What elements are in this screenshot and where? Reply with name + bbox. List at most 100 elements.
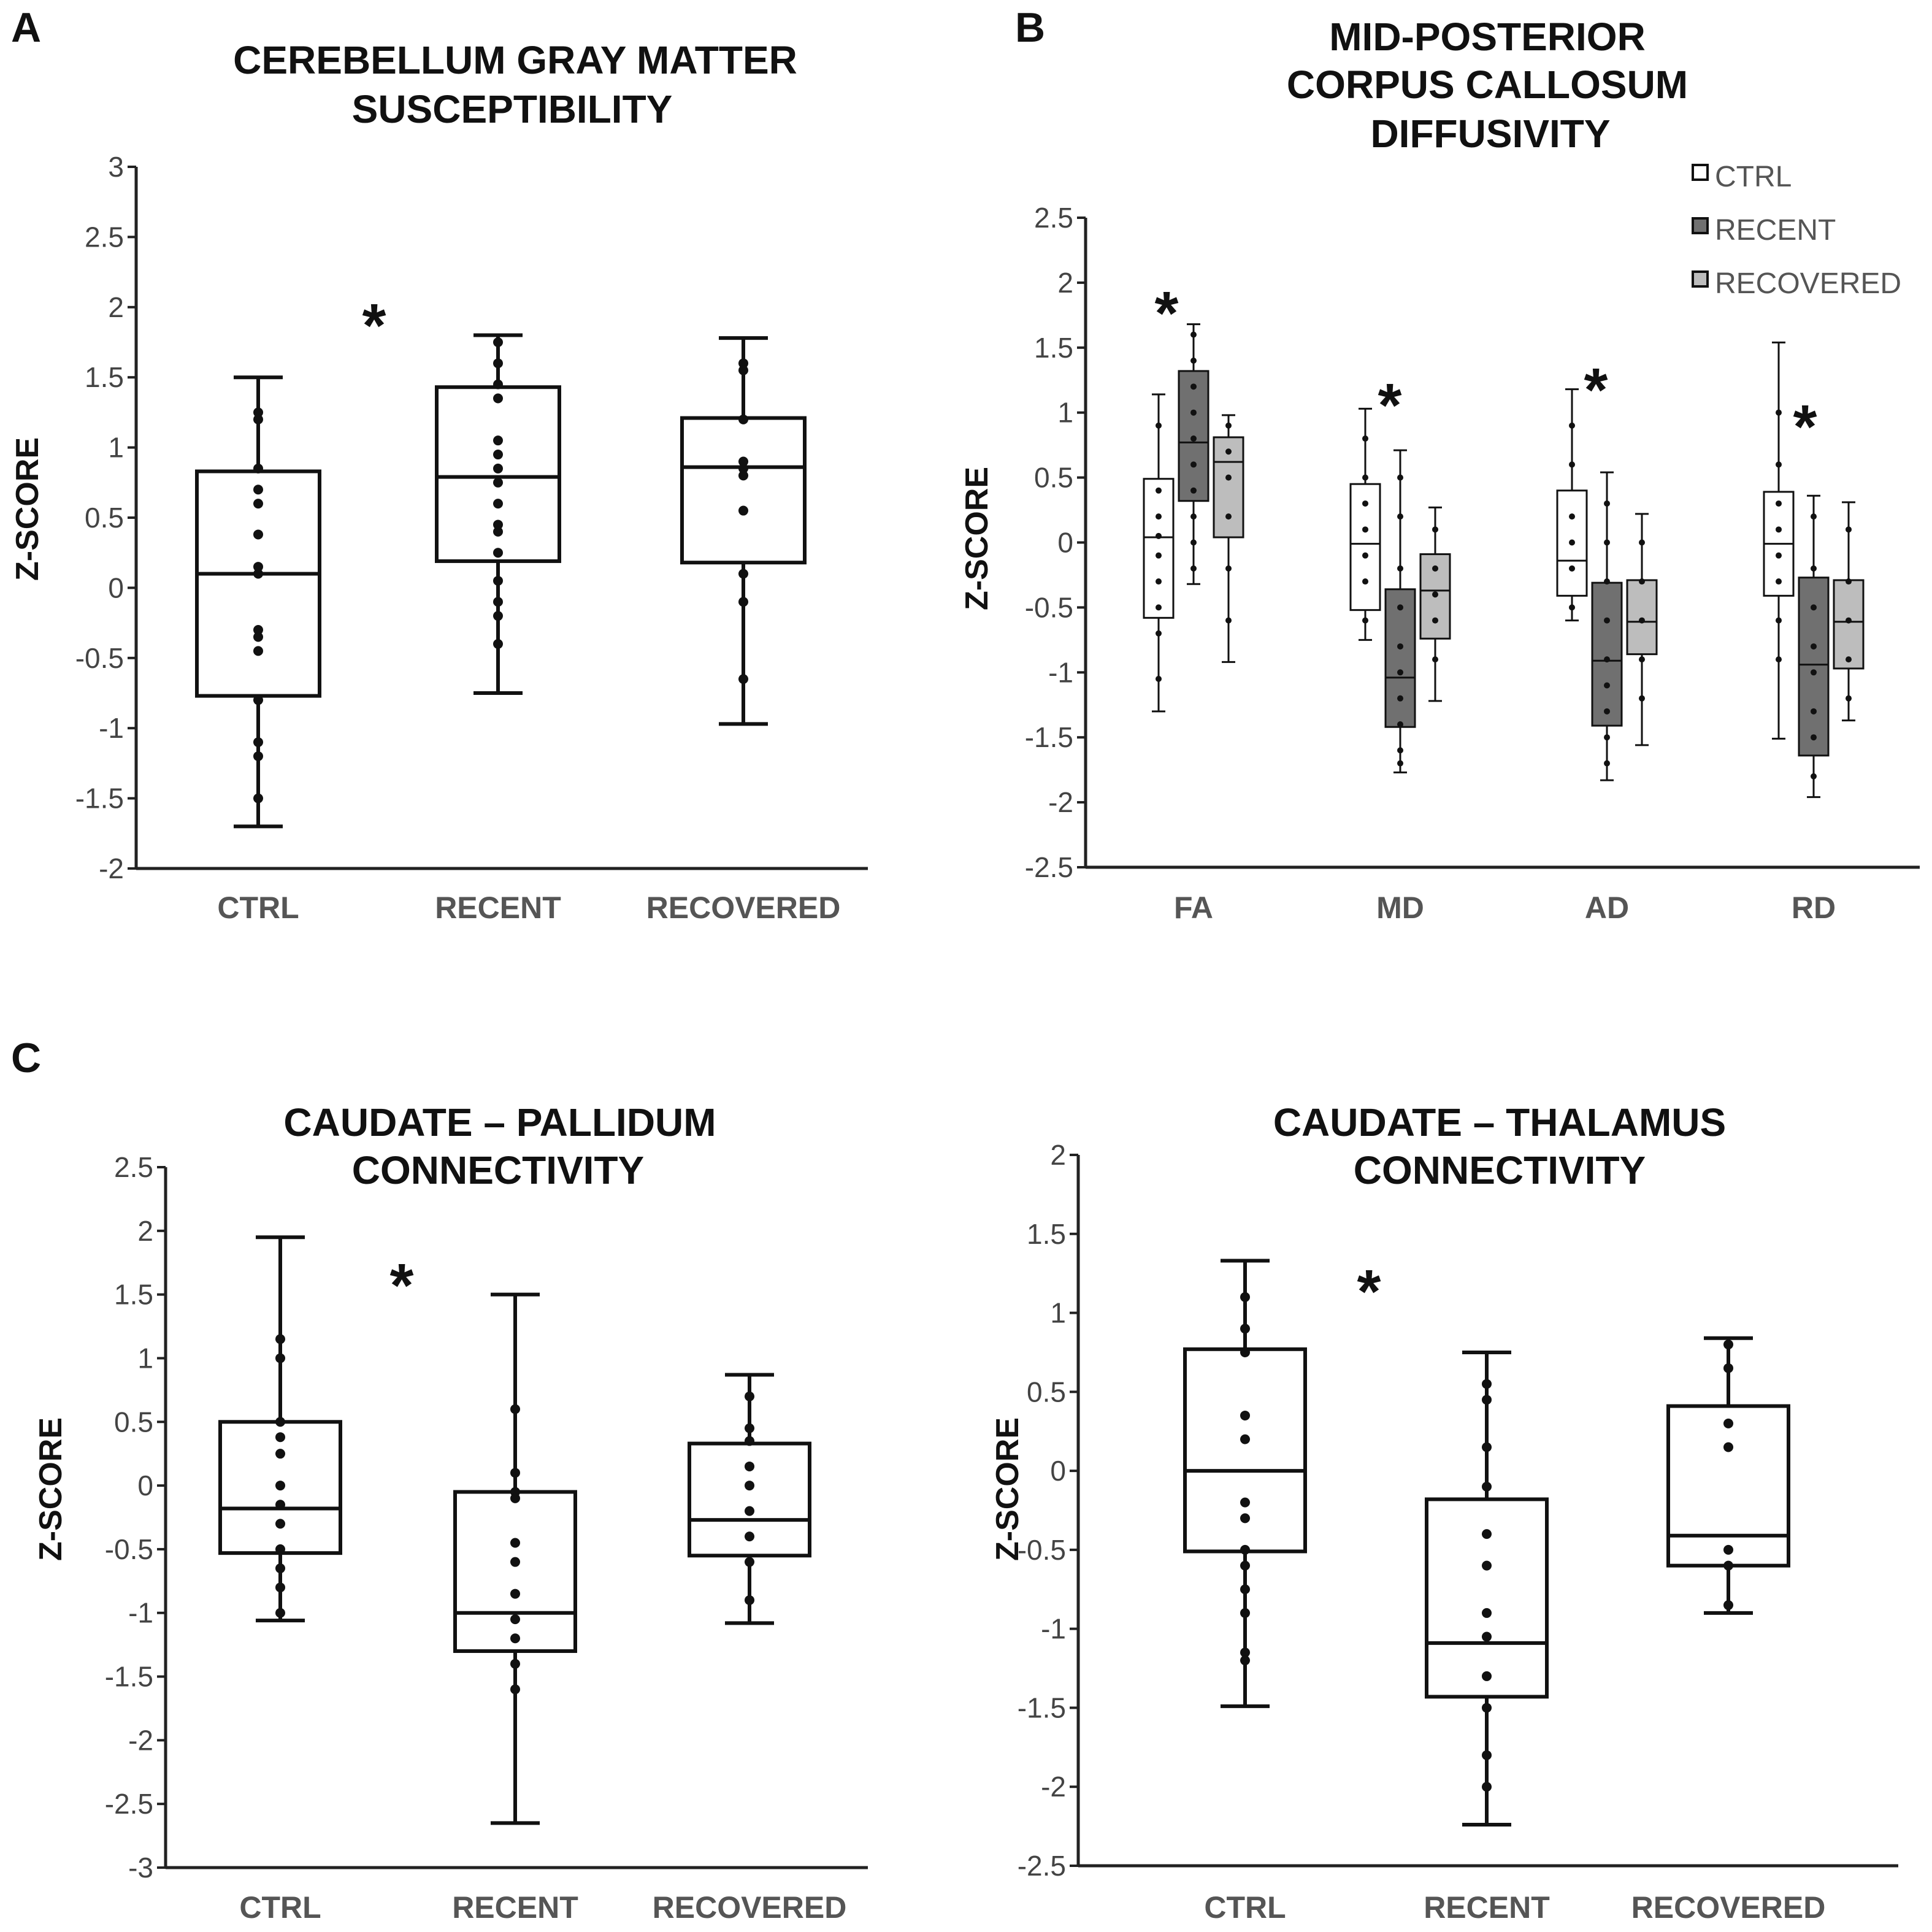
data-point: [1362, 552, 1368, 559]
data-point: [510, 1538, 520, 1548]
data-point: [1240, 1410, 1250, 1420]
y-tick-label: -1.5: [75, 783, 124, 815]
box-iqr: [1798, 577, 1830, 757]
data-point: [275, 1481, 285, 1491]
data-point: [1362, 526, 1368, 533]
data-point: [1397, 604, 1403, 611]
data-point: [493, 435, 503, 446]
data-point: [1190, 357, 1197, 364]
data-point: [493, 337, 503, 347]
data-point: [1397, 721, 1403, 728]
chart-c-pallidum: CAUDATE – PALLIDUM CONNECTIVITY Z-SCORE …: [33, 1100, 868, 1925]
y-tick-label: -3: [128, 1852, 153, 1884]
data-point: [1604, 656, 1610, 663]
data-point: [510, 1404, 520, 1414]
y-tick-label: 0: [1057, 527, 1073, 559]
data-point: [738, 505, 748, 516]
data-point: [1240, 1608, 1250, 1618]
data-point: [1190, 461, 1197, 468]
data-point: [1190, 435, 1197, 442]
y-tick-label: -2.5: [105, 1788, 153, 1820]
data-point: [493, 548, 503, 558]
data-point: [1569, 513, 1575, 520]
data-point: [493, 519, 503, 530]
data-point: [275, 1417, 285, 1427]
legend-label-recovered: RECOVERED: [1715, 267, 1901, 300]
data-point: [1776, 409, 1782, 416]
data-point: [1156, 513, 1162, 520]
data-point: [1397, 565, 1403, 572]
chart-a-y-axis-label: Z-SCORE: [10, 437, 45, 581]
data-point: [745, 1595, 754, 1605]
y-tick-label: 1: [137, 1342, 153, 1374]
data-point: [745, 1461, 754, 1471]
y-tick-label: 3: [108, 151, 124, 183]
data-point: [1190, 331, 1197, 338]
data-point: [493, 597, 503, 607]
data-point: [1225, 617, 1232, 624]
panel-label-a: A: [11, 4, 41, 51]
data-point: [1846, 617, 1852, 624]
data-point: [493, 463, 503, 473]
data-point: [1240, 1347, 1250, 1357]
data-point: [253, 562, 263, 572]
data-point: [1569, 461, 1575, 468]
x-category-label: RECOVERED: [653, 1890, 847, 1925]
data-point: [1225, 565, 1232, 572]
data-point: [1776, 526, 1782, 533]
y-tick-label: -1.5: [1018, 1692, 1066, 1723]
data-point: [1569, 604, 1575, 611]
data-point: [1639, 539, 1645, 546]
data-point: [1776, 500, 1782, 507]
data-point: [1604, 578, 1610, 585]
data-point: [1482, 1379, 1492, 1389]
data-point: [738, 470, 748, 481]
data-point: [1776, 617, 1782, 624]
data-point: [1846, 578, 1852, 585]
box-iqr: [1213, 436, 1244, 539]
data-point: [1569, 539, 1575, 546]
data-point: [1240, 1655, 1250, 1666]
data-point: [1604, 760, 1610, 767]
data-point: [745, 1436, 754, 1446]
y-tick-label: 0: [108, 572, 124, 604]
data-point: [493, 393, 503, 404]
data-point: [1240, 1560, 1250, 1571]
data-point: [1240, 1434, 1250, 1444]
x-category-label: RECOVERED: [646, 891, 841, 925]
y-tick-label: -0.5: [105, 1533, 153, 1565]
chart-b: MID-POSTERIOR CORPUS CALLOSUM DIFFUSIVIT…: [959, 15, 1920, 925]
x-category-label: RECENT: [452, 1890, 578, 1925]
data-point: [1156, 422, 1162, 429]
y-tick-label: -2: [1041, 1771, 1066, 1803]
data-point: [1240, 1544, 1250, 1555]
x-category-label: CTRL: [1204, 1890, 1286, 1925]
chart-b-title-line-2: CORPUS CALLOSUM: [1287, 63, 1688, 107]
data-point: [1432, 591, 1438, 598]
data-point: [253, 646, 263, 656]
chart-b-y-axis-label: Z-SCORE: [959, 467, 995, 610]
data-point: [738, 674, 748, 684]
y-tick-label: 0: [137, 1470, 153, 1501]
data-point: [1604, 708, 1610, 715]
data-point: [738, 597, 748, 607]
data-point: [1362, 617, 1368, 624]
data-point: [275, 1334, 285, 1344]
data-point: [1240, 1647, 1250, 1658]
data-point: [1811, 604, 1817, 611]
chart-b-legend: CTRL RECENT RECOVERED: [1692, 161, 1901, 300]
data-point: [253, 793, 263, 803]
legend-swatch-recovered: [1692, 270, 1709, 288]
box-iqr: [1425, 1497, 1549, 1699]
data-point: [510, 1684, 520, 1695]
y-tick-label: -1: [128, 1597, 153, 1629]
data-point: [510, 1493, 520, 1503]
data-point: [1432, 656, 1438, 663]
data-point: [1723, 1418, 1733, 1428]
y-tick-label: 1: [1050, 1297, 1066, 1329]
data-point: [1482, 1560, 1492, 1571]
data-point: [738, 358, 748, 369]
data-point: [275, 1582, 285, 1593]
box-iqr: [1666, 1404, 1790, 1568]
data-point: [1776, 552, 1782, 559]
